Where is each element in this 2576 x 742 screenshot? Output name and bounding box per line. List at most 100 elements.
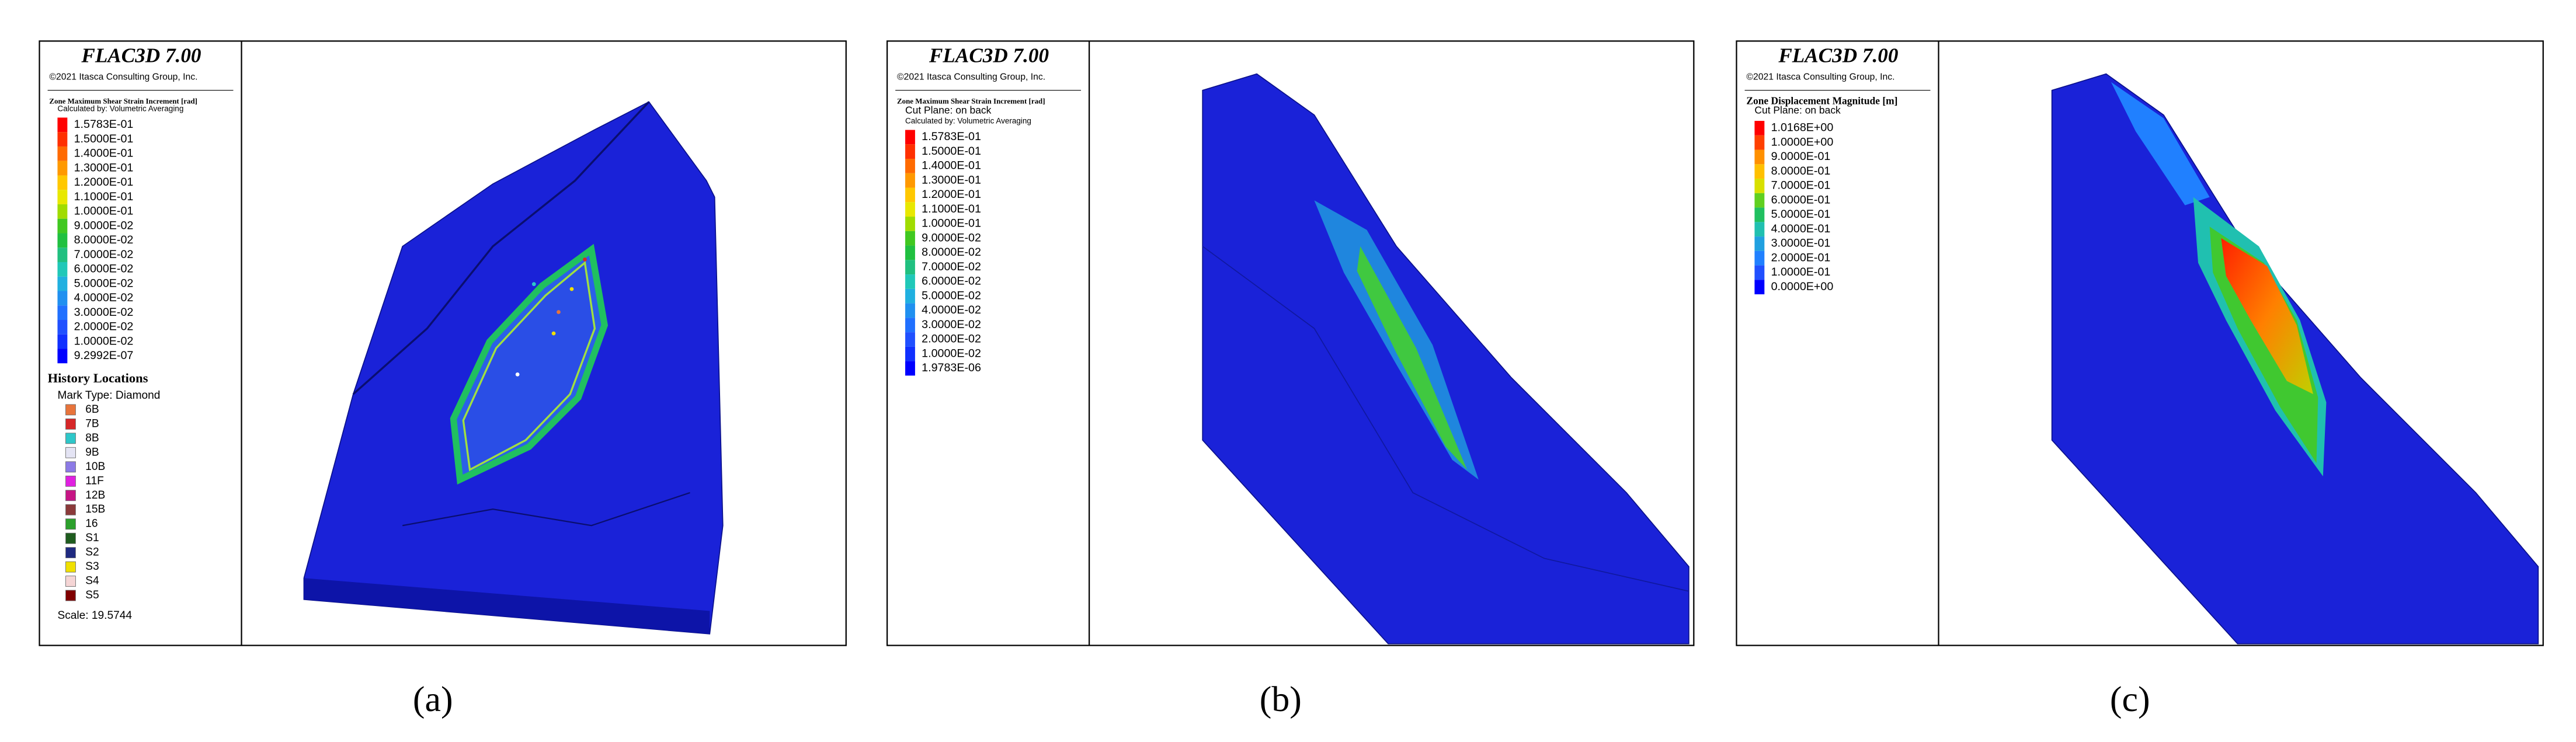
legend-label: 9.0000E-02 xyxy=(922,231,981,244)
legend-swatch xyxy=(57,320,68,335)
legend-label: 9.0000E-01 xyxy=(1771,150,1831,163)
legend-label: 8.0000E-02 xyxy=(74,234,134,246)
legend-label: 6.0000E-02 xyxy=(922,275,981,288)
legend-label: 5.0000E-02 xyxy=(74,277,134,290)
history-label: 15B xyxy=(85,503,105,515)
legend-swatch xyxy=(905,288,915,304)
model-a xyxy=(303,101,724,635)
legend-label: 2.0000E-02 xyxy=(922,333,981,346)
history-label: 10B xyxy=(85,461,105,473)
panel-frame xyxy=(1736,40,2544,646)
legend-swatch xyxy=(905,159,915,173)
history-swatch xyxy=(65,504,76,515)
legend-label: 1.0000E+00 xyxy=(1771,135,1834,148)
history-label: 11F xyxy=(85,475,104,487)
legend-swatch xyxy=(905,303,915,318)
history-swatch xyxy=(65,433,76,444)
legend-label: 1.0168E+00 xyxy=(1771,121,1834,134)
history-swatch xyxy=(65,576,76,587)
history-label: S5 xyxy=(85,589,99,601)
history-swatch xyxy=(65,532,76,544)
legend-label: 4.0000E-02 xyxy=(74,291,134,304)
legend-label: 1.5000E-01 xyxy=(74,133,134,145)
legend-swatch xyxy=(57,132,68,147)
legend-note: Cut Plane: on back xyxy=(905,104,992,116)
legend-swatch xyxy=(1754,280,1765,295)
legend-swatch xyxy=(905,130,915,145)
history-swatch xyxy=(65,404,76,416)
history-label: 6B xyxy=(85,403,99,416)
legend-label: 1.3000E-01 xyxy=(922,173,981,186)
history-label: 9B xyxy=(85,446,99,458)
history-swatch xyxy=(65,547,76,559)
legend-swatch xyxy=(57,146,68,161)
legend-swatch xyxy=(57,175,68,190)
panel-frame xyxy=(39,40,847,646)
legend-label: 4.0000E-02 xyxy=(922,304,981,316)
history-label: 7B xyxy=(85,417,99,430)
legend-title: Zone Maximum Shear Strain Increment [rad… xyxy=(49,96,197,105)
legend-swatch xyxy=(905,274,915,289)
legend-swatch xyxy=(1754,250,1765,266)
legend-label: 1.3000E-01 xyxy=(74,161,134,174)
legend-label: 1.1000E-01 xyxy=(922,203,981,215)
legend-swatch xyxy=(57,262,68,277)
legend-label: 3.0000E-01 xyxy=(1771,237,1831,250)
panel-caption: (b) xyxy=(1260,680,1302,719)
legend-label: 7.0000E-02 xyxy=(922,260,981,273)
legend-label: 2.0000E-01 xyxy=(1771,251,1831,264)
legend-label: 1.5783E-01 xyxy=(74,118,134,131)
history-swatch xyxy=(65,475,76,487)
history-label: 8B xyxy=(85,432,99,444)
legend-label: 8.0000E-02 xyxy=(922,246,981,259)
legend-label: 1.2000E-01 xyxy=(74,176,134,189)
history-swatch xyxy=(65,490,76,501)
copyright: ©2021 Itasca Consulting Group, Inc. xyxy=(897,72,1045,82)
history-label: S1 xyxy=(85,532,99,544)
legend-label: 1.5000E-01 xyxy=(922,145,981,158)
history-swatch xyxy=(65,447,76,458)
legend-swatch xyxy=(57,276,68,291)
legend-label: 7.0000E-01 xyxy=(1771,179,1831,192)
legend-label: 6.0000E-02 xyxy=(74,263,134,276)
legend-note: Cut Plane: on back xyxy=(1754,104,1841,116)
legend-swatch xyxy=(1754,207,1765,222)
legend-swatch xyxy=(1754,179,1765,193)
panel-caption: (c) xyxy=(2110,680,2150,719)
legend-swatch xyxy=(1754,222,1765,237)
legend-swatch xyxy=(57,248,68,262)
legend-swatch xyxy=(905,173,915,188)
history-swatch xyxy=(65,418,76,430)
legend-label: 2.0000E-02 xyxy=(74,321,134,333)
history-swatch xyxy=(65,461,76,473)
copyright: ©2021 Itasca Consulting Group, Inc. xyxy=(1746,72,1894,82)
model-b xyxy=(1202,73,1689,645)
legend-note: Calculated by: Volumetric Averaging xyxy=(57,104,183,113)
legend-swatch xyxy=(1754,236,1765,251)
history-title: History Locations xyxy=(48,371,148,385)
history-swatch xyxy=(65,518,76,530)
legend-label: 3.0000E-02 xyxy=(922,318,981,331)
panel-caption: (a) xyxy=(413,680,453,719)
panel-title: FLAC3D 7.00 xyxy=(929,44,1049,67)
legend-swatch xyxy=(905,217,915,231)
legend-swatch xyxy=(57,233,68,248)
panel-frame xyxy=(886,40,1695,646)
legend-label: 6.0000E-01 xyxy=(1771,193,1831,206)
panel-title: FLAC3D 7.00 xyxy=(81,44,201,67)
legend-label: 1.9783E-06 xyxy=(922,361,981,374)
legend-swatch xyxy=(57,204,68,219)
history-label: 16 xyxy=(85,518,98,530)
legend-swatch xyxy=(57,190,68,204)
legend-swatch xyxy=(57,334,68,349)
legend-swatch xyxy=(905,202,915,217)
legend-swatch xyxy=(905,318,915,333)
legend-swatch xyxy=(1754,149,1765,165)
legend-label: 1.4000E-01 xyxy=(922,159,981,172)
legend-swatch xyxy=(905,346,915,361)
history-label: S4 xyxy=(85,575,99,587)
legend-label: 7.0000E-02 xyxy=(74,248,134,261)
history-mark-type: Mark Type: Diamond xyxy=(57,389,160,402)
legend-label: 4.0000E-01 xyxy=(1771,222,1831,235)
